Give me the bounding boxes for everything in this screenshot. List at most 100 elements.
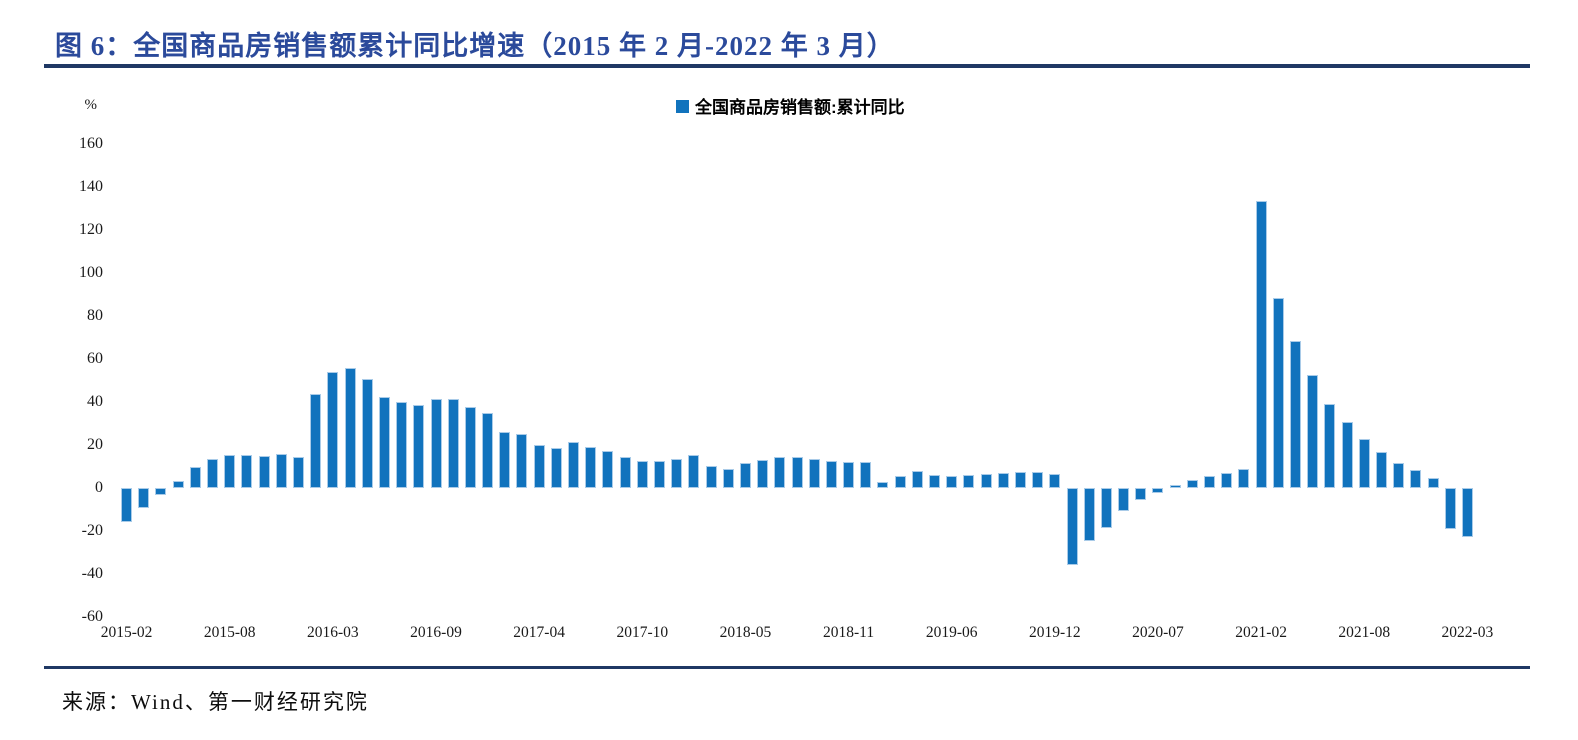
- bar-2015-12: [292, 457, 304, 488]
- bar-2017-03: [516, 434, 528, 488]
- bar-2022-03: [1461, 488, 1473, 537]
- bar-2020-11: [1221, 472, 1233, 488]
- bar-2018-09: [808, 459, 820, 488]
- bar-2021-08: [1358, 438, 1370, 488]
- legend-label: 全国商品房销售额:累计同比: [695, 98, 905, 117]
- bar-2020-06: [1135, 488, 1147, 500]
- y-tick-label: 60: [87, 350, 103, 367]
- bar-2020-12: [1238, 469, 1250, 488]
- bar-2015-04: [155, 488, 167, 495]
- bar-2019-04: [911, 470, 923, 488]
- bar-2021-09: [1375, 452, 1387, 488]
- bar-2019-06: [946, 475, 958, 488]
- y-tick-label: 140: [79, 178, 103, 195]
- bar-2016-06: [378, 397, 390, 488]
- bar-2016-09: [430, 399, 442, 488]
- bar-2017-06: [568, 441, 580, 488]
- bar-2019-10: [1014, 472, 1026, 488]
- bar-2020-10: [1204, 475, 1216, 488]
- bar-2016-03: [327, 371, 339, 488]
- x-tick-label: 2019-06: [925, 624, 978, 641]
- bar-2015-03: [138, 488, 150, 508]
- bar-chart-plot-area: [118, 144, 1476, 617]
- bar-2019-12: [1049, 474, 1061, 488]
- bar-2020-03: [1083, 488, 1095, 542]
- x-tick-label: 2022-03: [1441, 624, 1494, 641]
- bar-2020-09: [1186, 479, 1198, 488]
- y-tick-label: 20: [87, 436, 103, 453]
- bar-2019-07: [963, 474, 975, 488]
- y-tick-label: 120: [79, 221, 103, 238]
- bar-2017-08: [602, 451, 614, 488]
- x-tick-label: 2018-05: [719, 624, 772, 641]
- y-tick-label: -40: [81, 565, 103, 582]
- bar-2015-06: [189, 466, 201, 488]
- y-tick-label: 100: [79, 264, 103, 281]
- bar-2019-03: [894, 475, 906, 488]
- bar-2018-05: [739, 462, 751, 488]
- bar-2017-02: [499, 432, 511, 488]
- x-tick-label: 2021-02: [1235, 624, 1287, 641]
- chart-title: 图 6：全国商品房销售额累计同比增速（2015 年 2 月-2022 年 3 月…: [55, 31, 895, 61]
- y-tick-label: -60: [81, 608, 103, 625]
- bar-2018-08: [791, 456, 803, 488]
- y-tick-label: 80: [87, 307, 103, 324]
- bar-2019-08: [980, 473, 992, 488]
- bar-2018-02: [688, 455, 700, 488]
- legend: 全国商品房销售额:累计同比: [676, 93, 905, 118]
- bar-2021-07: [1341, 421, 1353, 488]
- bar-2021-05: [1307, 375, 1319, 488]
- bar-2018-11: [843, 461, 855, 488]
- y-tick-label: 40: [87, 393, 103, 410]
- bar-2018-12: [860, 461, 872, 488]
- legend-square-icon: [676, 100, 689, 113]
- bar-2016-05: [361, 378, 373, 488]
- bar-2017-04: [533, 444, 545, 488]
- bar-2016-11: [464, 407, 476, 488]
- x-tick-label: 2018-11: [823, 624, 875, 641]
- bar-2016-04: [344, 367, 356, 488]
- x-tick-label: 2017-10: [616, 624, 669, 641]
- bar-2018-04: [722, 468, 734, 488]
- bar-2017-09: [619, 456, 631, 488]
- y-tick-label: 0: [95, 479, 103, 496]
- x-tick-label: 2015-08: [203, 624, 256, 641]
- bar-2016-07: [396, 402, 408, 488]
- bar-2016-08: [413, 404, 425, 488]
- y-tick-label: 160: [79, 135, 103, 152]
- bar-2018-10: [825, 461, 837, 488]
- bar-2021-12: [1427, 477, 1439, 488]
- bar-2021-02: [1255, 201, 1267, 488]
- y-tick-label: -20: [81, 522, 103, 539]
- bar-2015-05: [172, 481, 184, 488]
- footer-rule: [44, 666, 1530, 669]
- bar-2015-07: [207, 459, 219, 488]
- bar-2021-11: [1410, 469, 1422, 488]
- bar-2016-10: [447, 399, 459, 488]
- bar-2022-02: [1444, 488, 1456, 530]
- x-tick-label: 2016-09: [410, 624, 462, 641]
- bar-2017-12: [671, 458, 683, 488]
- bar-2020-02: [1066, 488, 1078, 566]
- bar-2015-10: [258, 455, 270, 488]
- bar-2017-05: [550, 448, 562, 488]
- bar-2017-07: [585, 447, 597, 488]
- x-tick-label: 2017-04: [513, 624, 565, 641]
- bar-2016-12: [482, 413, 494, 488]
- bar-2020-05: [1118, 488, 1130, 511]
- x-tick-label: 2016-03: [307, 624, 359, 641]
- bar-2020-07: [1152, 488, 1164, 493]
- bar-2015-09: [241, 455, 253, 488]
- bar-2019-09: [997, 472, 1009, 488]
- x-tick-label: 2020-07: [1132, 624, 1184, 641]
- bar-2018-07: [774, 457, 786, 488]
- bar-2021-06: [1324, 404, 1336, 488]
- bar-2020-04: [1100, 488, 1112, 528]
- x-tick-label: 2019-12: [1029, 624, 1081, 641]
- bar-2015-08: [224, 455, 236, 488]
- bar-2019-11: [1032, 472, 1044, 488]
- bar-2016-02: [310, 394, 322, 488]
- x-tick-label: 2021-08: [1338, 624, 1391, 641]
- source-note: 来源：Wind、第一财经研究院: [62, 690, 369, 714]
- bar-2017-11: [653, 460, 665, 488]
